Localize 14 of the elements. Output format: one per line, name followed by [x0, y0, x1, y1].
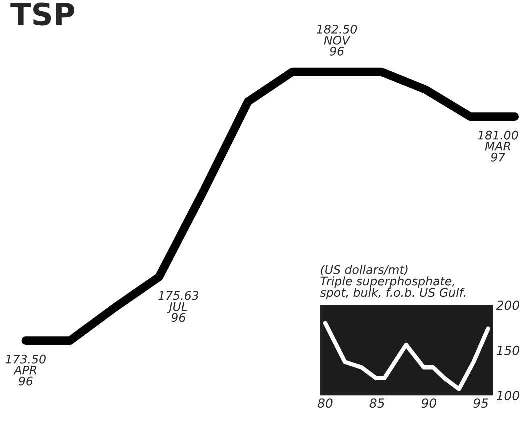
line-series [323, 321, 490, 392]
data-label: 182.50 NOV 96 [316, 24, 358, 56]
y-tick-label: 100 [496, 391, 520, 401]
y-tick-label: 200 [496, 300, 520, 310]
data-label: 173.50 APR 96 [6, 354, 46, 386]
data-label: 175.63 JUL 96 [158, 291, 199, 322]
x-tick-label: 80 [318, 398, 333, 408]
x-tick-label: 85 [370, 398, 385, 408]
x-tick-label: 90 [422, 398, 437, 408]
chart-title: TSP [10, 2, 74, 26]
y-tick-label: 150 [496, 346, 520, 356]
chart-title: (US dollars/mt) Triple superphosphate, spot, bulk, f.o.b. US Gulf. [320, 265, 466, 300]
data-label: 181.00 MAR 97 [478, 130, 518, 162]
x-tick-label: 95 [474, 398, 488, 408]
